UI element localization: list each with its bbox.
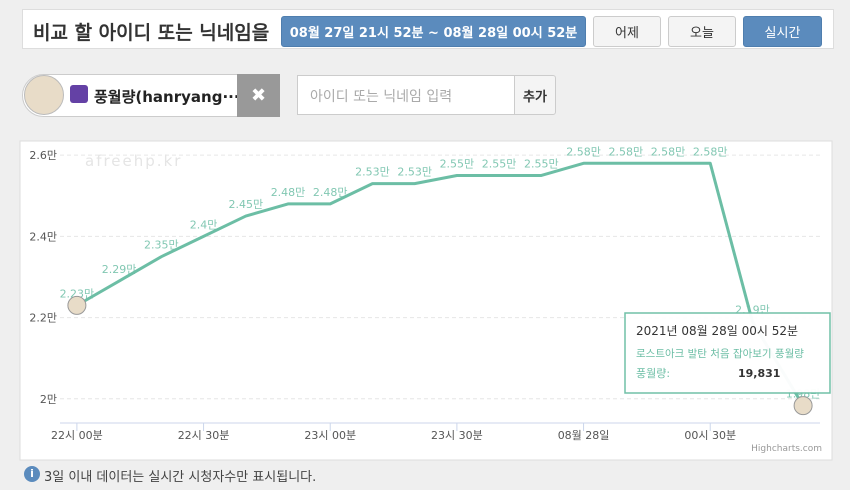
data-label: 2.4만: [190, 218, 218, 231]
streamer-name: 풍월량(hanryang···: [94, 88, 240, 106]
info-icon: i: [24, 466, 40, 482]
range-button[interactable]: 08월 27일 21시 52분 ~ 08월 28일 00시 52분: [281, 16, 586, 47]
data-label: 2.55만: [524, 157, 559, 170]
input-placeholder: 아이디 또는 닉네임 입력: [310, 89, 453, 105]
data-label: 2.45만: [228, 198, 263, 211]
data-label: 2.55만: [440, 157, 475, 170]
tooltip-label: 풍월량:: [636, 367, 670, 380]
realtime-text: 실시간: [764, 26, 801, 41]
data-label: 2.48만: [271, 186, 306, 199]
data-label: 2.23만: [60, 287, 95, 300]
chart-panel: [19, 140, 833, 461]
x-tick-label: 23시 30분: [431, 429, 483, 442]
range-text: 08월 27일 21시 52분 ~ 08월 28일 00시 52분: [289, 26, 578, 41]
tooltip-subtitle: 로스트아크 발탄 처음 잡아보기 풍월량: [636, 348, 804, 360]
y-tick-label: 2만: [40, 393, 57, 406]
data-label: 2.58만: [608, 145, 643, 158]
tooltip-value: 19,831: [738, 367, 780, 380]
x-tick-label: 23시 00분: [304, 429, 356, 442]
data-label: 2.58만: [566, 145, 601, 158]
today-button[interactable]: 오늘: [668, 16, 736, 47]
data-label: 2.53만: [397, 166, 432, 179]
tooltip-date: 2021년 08월 28일 00시 52분: [636, 324, 798, 338]
header-title: 비교 할 아이디 또는 닉네임을: [33, 22, 270, 44]
today-text: 오늘: [690, 26, 714, 41]
yesterday-text: 어제: [615, 26, 639, 41]
avatar: [24, 75, 64, 115]
data-label: 2.29만: [102, 263, 137, 276]
add-button[interactable]: 추가: [514, 75, 556, 115]
x-tick-label: 22시 30분: [178, 429, 230, 442]
data-label: 2.48만: [313, 186, 348, 199]
watermark: afreehp.kr: [85, 152, 182, 170]
y-tick-label: 2.2만: [29, 312, 57, 325]
data-label: 2.55만: [482, 157, 517, 170]
credits: Highcharts.com: [751, 444, 822, 454]
point-avatar: [67, 295, 87, 315]
remove-button[interactable]: ✖: [237, 74, 280, 117]
point-avatar: [793, 396, 813, 416]
realtime-button[interactable]: 실시간: [743, 16, 822, 47]
tooltip-box: [624, 312, 831, 394]
x-tick-label: 00시 30분: [684, 429, 736, 442]
data-label: 2.53만: [355, 166, 390, 179]
twitch-icon: [70, 85, 88, 103]
data-label: 2.35만: [144, 239, 179, 252]
x-tick-label: 08월 28일: [558, 428, 610, 442]
data-label: 2.58만: [651, 145, 686, 158]
x-tick-label: 22시 00분: [51, 429, 103, 442]
y-tick-label: 2.4만: [29, 230, 57, 243]
y-tick-label: 2.6만: [29, 149, 57, 162]
series-line: [76, 161, 805, 407]
footer-note: 3일 이내 데이터는 실시간 시청자수만 표시됩니다.: [44, 470, 317, 485]
add-text: 추가: [523, 89, 547, 105]
yesterday-button[interactable]: 어제: [593, 16, 661, 47]
id-input[interactable]: 아이디 또는 닉네임 입력: [297, 75, 515, 115]
data-label: 2.58만: [693, 145, 728, 158]
